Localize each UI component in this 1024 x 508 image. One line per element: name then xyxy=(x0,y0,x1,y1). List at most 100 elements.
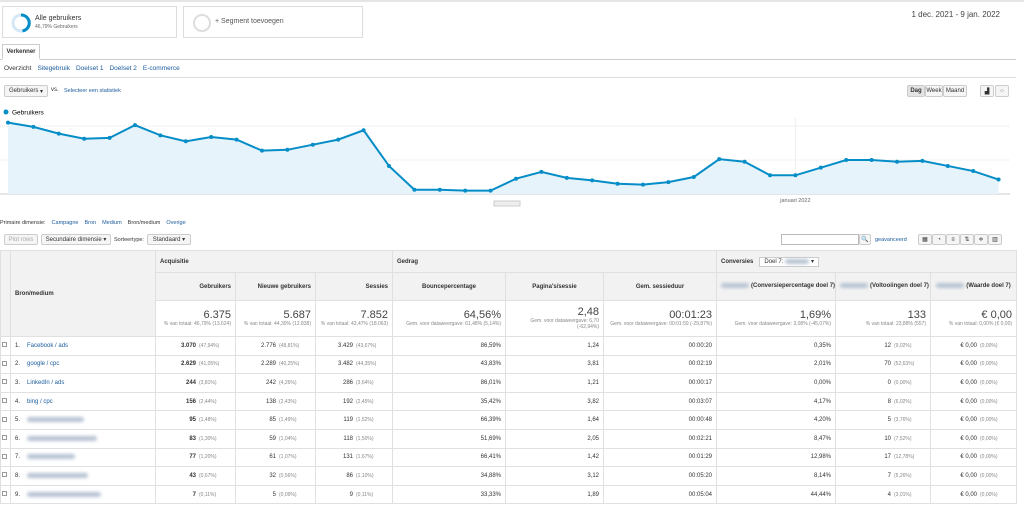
column-header[interactable]: (Waarde doel 7) xyxy=(930,272,1018,301)
checkbox[interactable] xyxy=(2,342,7,348)
column-header[interactable]: Gem. sessieduur xyxy=(602,272,718,301)
data-cell: 5 (0,09%) xyxy=(235,484,316,505)
rank: 9. xyxy=(15,491,21,498)
cell-value: 86 xyxy=(346,472,353,479)
data-row: 9. 7 (0,11%) 5 (0,09%) 9 (0,11%) 33,33% 1,89 00:0… xyxy=(0,484,1018,505)
metric-select[interactable]: Gebruikers ▾ xyxy=(4,85,48,97)
checkbox[interactable] xyxy=(2,472,7,478)
divider xyxy=(0,77,1016,78)
data-cell: 3.482 (44,35%) xyxy=(315,354,393,375)
chart-type-motion[interactable]: ⁘ xyxy=(995,85,1009,97)
source-link[interactable]: google / cpc xyxy=(27,361,60,368)
blurred-source xyxy=(27,417,84,423)
column-header[interactable]: Nieuwe gebruikers xyxy=(235,272,316,301)
cell-share: (0,00%) xyxy=(980,491,998,498)
view-compare[interactable]: ⇅ xyxy=(960,234,974,245)
tab[interactable]: Verkenner xyxy=(2,44,40,60)
period-button[interactable]: Dag xyxy=(907,85,925,97)
total-cell: 133% van totaal: 23,88% (557) xyxy=(835,300,932,337)
cell-value: € 0,00 xyxy=(960,361,978,368)
view-pivot[interactable]: ▥ xyxy=(988,234,1002,245)
cell-share: (0,00%) xyxy=(980,361,998,368)
checkbox[interactable] xyxy=(2,491,7,497)
subtab[interactable]: Doelset 2 xyxy=(109,65,137,72)
search-button[interactable]: 🔍 xyxy=(859,234,871,245)
date-range[interactable]: 1 dec. 2021 - 9 jan. 2022 xyxy=(911,10,1000,19)
data-cell: 66,41% xyxy=(392,447,506,468)
column-header[interactable]: (Conversiepercentage doel 7) xyxy=(716,272,837,301)
data-cell: 00:00:20 xyxy=(602,336,718,356)
cell-value: 00:01:29 xyxy=(688,454,713,461)
view-terms[interactable]: ≑ xyxy=(974,234,988,245)
advanced-link[interactable]: geavanceerd xyxy=(875,237,907,243)
subtab[interactable]: E-commerce xyxy=(142,65,180,72)
checkbox-cell xyxy=(0,336,11,356)
column-header[interactable]: Gebruikers xyxy=(155,272,236,301)
view-bars[interactable]: ≡ xyxy=(946,234,960,245)
source-cell: 3. LinkedIn / ads xyxy=(10,373,156,393)
metric-label: Gebruikers xyxy=(8,88,39,94)
subtab[interactable]: Doelset 1 xyxy=(75,65,104,72)
data-cell: 86,59% xyxy=(392,336,506,356)
data-cell: 43 (0,67%) xyxy=(155,466,236,486)
total-value: 64,56% xyxy=(463,309,501,322)
point xyxy=(590,178,595,183)
period-buttons: Dag Week Maand xyxy=(907,85,967,97)
cell-value: 1,24 xyxy=(587,342,599,349)
dimension-option[interactable]: Medium xyxy=(102,220,122,226)
cell-value: 12 xyxy=(884,342,892,349)
column-header[interactable]: Sessies xyxy=(315,272,393,301)
data-cell: 3,12 xyxy=(505,466,604,486)
view-pie[interactable]: ◔ xyxy=(932,234,946,245)
view-table[interactable]: ▦ xyxy=(918,234,932,245)
checkbox[interactable] xyxy=(2,435,7,441)
checkbox[interactable] xyxy=(2,379,7,385)
checkbox[interactable] xyxy=(2,398,7,404)
select-metric[interactable]: Selecteer een statistiek xyxy=(64,88,121,94)
cell-value: 77 xyxy=(189,454,196,461)
sort-select[interactable]: Standaard ▾ xyxy=(147,234,191,245)
cell-value: € 0,00 xyxy=(960,472,978,479)
column-header[interactable]: (Voltooiingen doel 7) xyxy=(835,272,932,301)
source-link[interactable]: LinkedIn / ads xyxy=(27,379,65,386)
rank: 1. xyxy=(15,342,21,349)
source-cell: 2. google / cpc xyxy=(10,354,156,375)
column-header[interactable]: Pagina's/sessie xyxy=(505,272,604,301)
cell-value: 00:05:20 xyxy=(688,472,713,479)
period-button[interactable]: Maand xyxy=(943,85,967,97)
checkbox[interactable] xyxy=(2,360,7,366)
total-value: 133 xyxy=(907,309,927,322)
chart-type-line[interactable]: ▟ xyxy=(980,85,994,97)
cell-share: (52,63%) xyxy=(894,361,915,368)
column-header[interactable]: Bouncepercentage xyxy=(392,272,506,301)
data-cell: 44,44% xyxy=(716,484,837,505)
cell-value: 5 xyxy=(887,417,892,424)
source-link[interactable]: Facebook / ads xyxy=(27,342,69,349)
data-cell: 118 (1,50%) xyxy=(315,428,393,449)
dimension-option[interactable]: Bron/medium xyxy=(127,220,161,226)
subtab[interactable]: Sitegebruik xyxy=(37,65,70,72)
cell-share: (1,20%) xyxy=(199,454,217,461)
dimension-option[interactable]: Campagne xyxy=(51,220,79,226)
checkbox[interactable] xyxy=(2,416,7,422)
source-link[interactable]: bing / cpc xyxy=(27,398,53,405)
secondary-dimension[interactable]: Secundaire dimensie ▾ xyxy=(41,234,111,245)
dimension-option[interactable]: Bron xyxy=(84,220,97,226)
plot-rows[interactable]: Plot rows xyxy=(4,234,38,245)
subtab[interactable]: Overzicht xyxy=(4,65,32,72)
search-input[interactable] xyxy=(781,234,859,245)
point xyxy=(793,173,798,178)
cell-value: € 0,00 xyxy=(960,417,978,424)
column-label: Gebruikers xyxy=(199,283,231,290)
data-cell: 2.776 (48,81%) xyxy=(235,336,316,356)
segment-card[interactable]: Alle gebruikers 46,79% Gebruikers xyxy=(2,6,177,38)
dimension-option[interactable]: Overige xyxy=(166,220,186,226)
add-segment[interactable]: + Segment toevoegen xyxy=(183,6,363,38)
period-button[interactable]: Week xyxy=(925,85,943,97)
cell-value: 118 xyxy=(343,435,353,442)
checkbox[interactable] xyxy=(2,453,7,459)
data-cell: 00:02:21 xyxy=(602,428,718,449)
cell-value: € 0,00 xyxy=(960,454,978,461)
goal-select[interactable]: Doel 7: ▾ xyxy=(759,257,820,267)
checkbox-cell xyxy=(0,484,11,505)
